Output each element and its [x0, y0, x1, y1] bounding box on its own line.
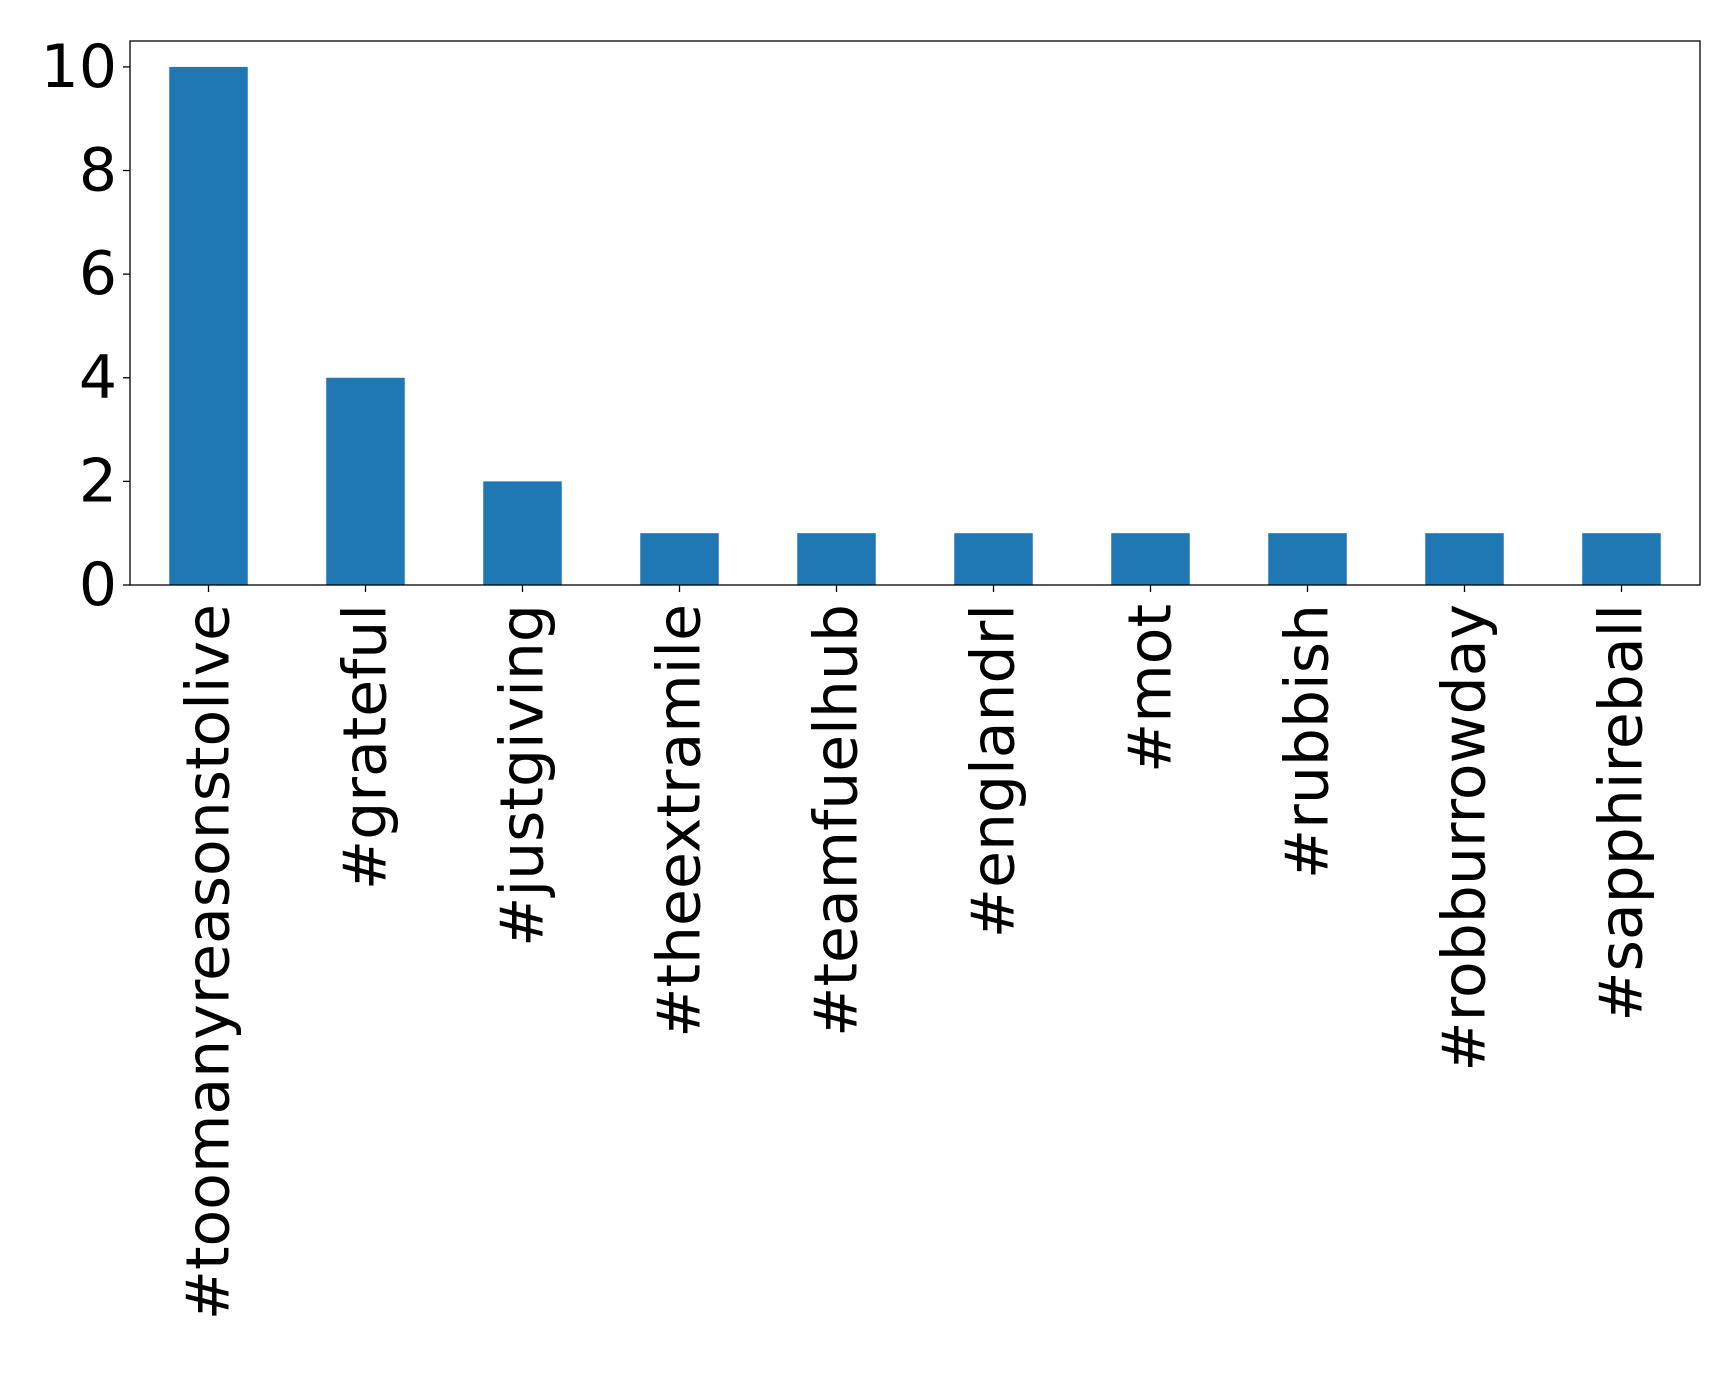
x-tick-label: #englandrl: [959, 604, 1029, 938]
axes-frame: [129, 40, 1701, 586]
bar-grateful: [326, 377, 405, 585]
x-tick-label: #rubbish: [1273, 604, 1343, 879]
x-tick-label: #mot: [1116, 604, 1186, 773]
bar-englandrl: [954, 533, 1033, 585]
y-tick-label: 0: [79, 550, 117, 620]
bars-layer: [169, 66, 1661, 585]
y-tick-label: 4: [79, 343, 117, 413]
y-axis-ticks: 0 2 4 6 8 10: [41, 32, 130, 620]
bar-theextramile: [640, 533, 719, 585]
bar-justgiving: [483, 481, 562, 585]
bar-rubbish: [1268, 533, 1347, 585]
y-tick-label: 2: [79, 446, 117, 516]
bar-robburrowday: [1425, 533, 1504, 585]
x-tick-label: #theextramile: [645, 604, 715, 1038]
bar-sapphireball: [1582, 533, 1661, 585]
x-tick-label: #toomanyreasonstolive: [174, 604, 244, 1320]
y-tick-label: 8: [79, 136, 117, 206]
x-tick-label: #robburrowday: [1430, 604, 1500, 1072]
x-tick-label: #sapphireball: [1587, 604, 1657, 1022]
x-tick-label: #grateful: [331, 604, 401, 890]
y-tick-label: 6: [79, 239, 117, 309]
y-tick-label: 10: [41, 32, 117, 102]
x-axis-ticks: #toomanyreasonstolive #grateful #justgivin…: [174, 585, 1657, 1320]
x-tick-label: #justgiving: [488, 604, 558, 947]
bar-toomanyreasonstolive: [169, 66, 248, 585]
bar-teamfuelhub: [797, 533, 876, 585]
x-tick-label: #teamfuelhub: [802, 604, 872, 1037]
bar-mot: [1111, 533, 1190, 585]
